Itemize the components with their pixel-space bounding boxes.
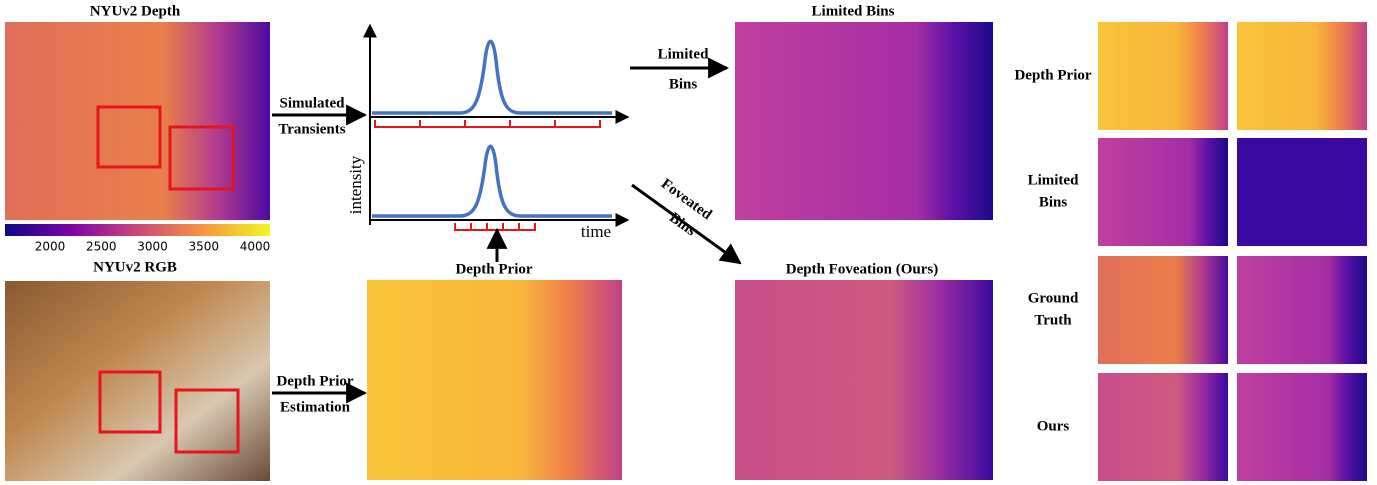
rgb-title: NYUv2 RGB: [93, 259, 177, 275]
colorbar-tick-label: 2000: [35, 240, 66, 254]
x-axis-label: time: [581, 222, 611, 241]
foveation-title: Depth Foveation (Ours): [786, 261, 939, 277]
limited-title: Limited Bins: [812, 3, 895, 19]
foveation-image: [735, 280, 993, 480]
figure: NYUv2 Depth 2000 2500 3000 3500 4000 NYUv2 R…: [0, 0, 1377, 485]
colorbar-tick-label: 2500: [86, 240, 117, 254]
colorbar: [5, 224, 270, 236]
crop-image: [1098, 256, 1228, 364]
colorbar-tick-label: 3000: [137, 240, 168, 254]
row-label: Depth Prior: [1014, 67, 1091, 83]
pulse: [372, 146, 612, 216]
crop-image: [1237, 373, 1367, 481]
row-label: Bins: [1039, 194, 1068, 210]
arrow-label: Simulated: [279, 95, 345, 111]
bin-brackets: [455, 223, 535, 230]
prior-image: [367, 280, 622, 480]
row-label: Limited: [1028, 172, 1079, 188]
arrow-label: Estimation: [280, 399, 351, 415]
crop-image: [1098, 138, 1228, 246]
row-label: Ours: [1037, 418, 1070, 434]
row-label: Ground: [1028, 290, 1079, 306]
arrow-label: Transients: [278, 121, 345, 137]
y-axis-label: intensity: [346, 155, 365, 214]
arrow-label: Bins: [669, 76, 698, 92]
arrow-label: Limited: [658, 46, 709, 62]
crop-image: [1098, 373, 1228, 481]
crop-image: [1237, 138, 1367, 246]
depth-title: NYUv2 Depth: [90, 3, 181, 19]
row-label: Truth: [1034, 312, 1072, 328]
colorbar-tick-label: 4000: [240, 240, 271, 254]
crop-image: [1237, 22, 1367, 130]
bin-brackets: [375, 120, 600, 127]
arrow-label: Foveated: [658, 176, 715, 224]
crop-image: [1098, 22, 1228, 130]
prior-title: Depth Prior: [455, 261, 532, 277]
limited-image: [735, 22, 993, 220]
colorbar-tick-label: 3500: [188, 240, 219, 254]
arrow-label: Depth Prior: [276, 373, 353, 389]
pulse: [372, 41, 612, 113]
crop-image: [1237, 256, 1367, 364]
